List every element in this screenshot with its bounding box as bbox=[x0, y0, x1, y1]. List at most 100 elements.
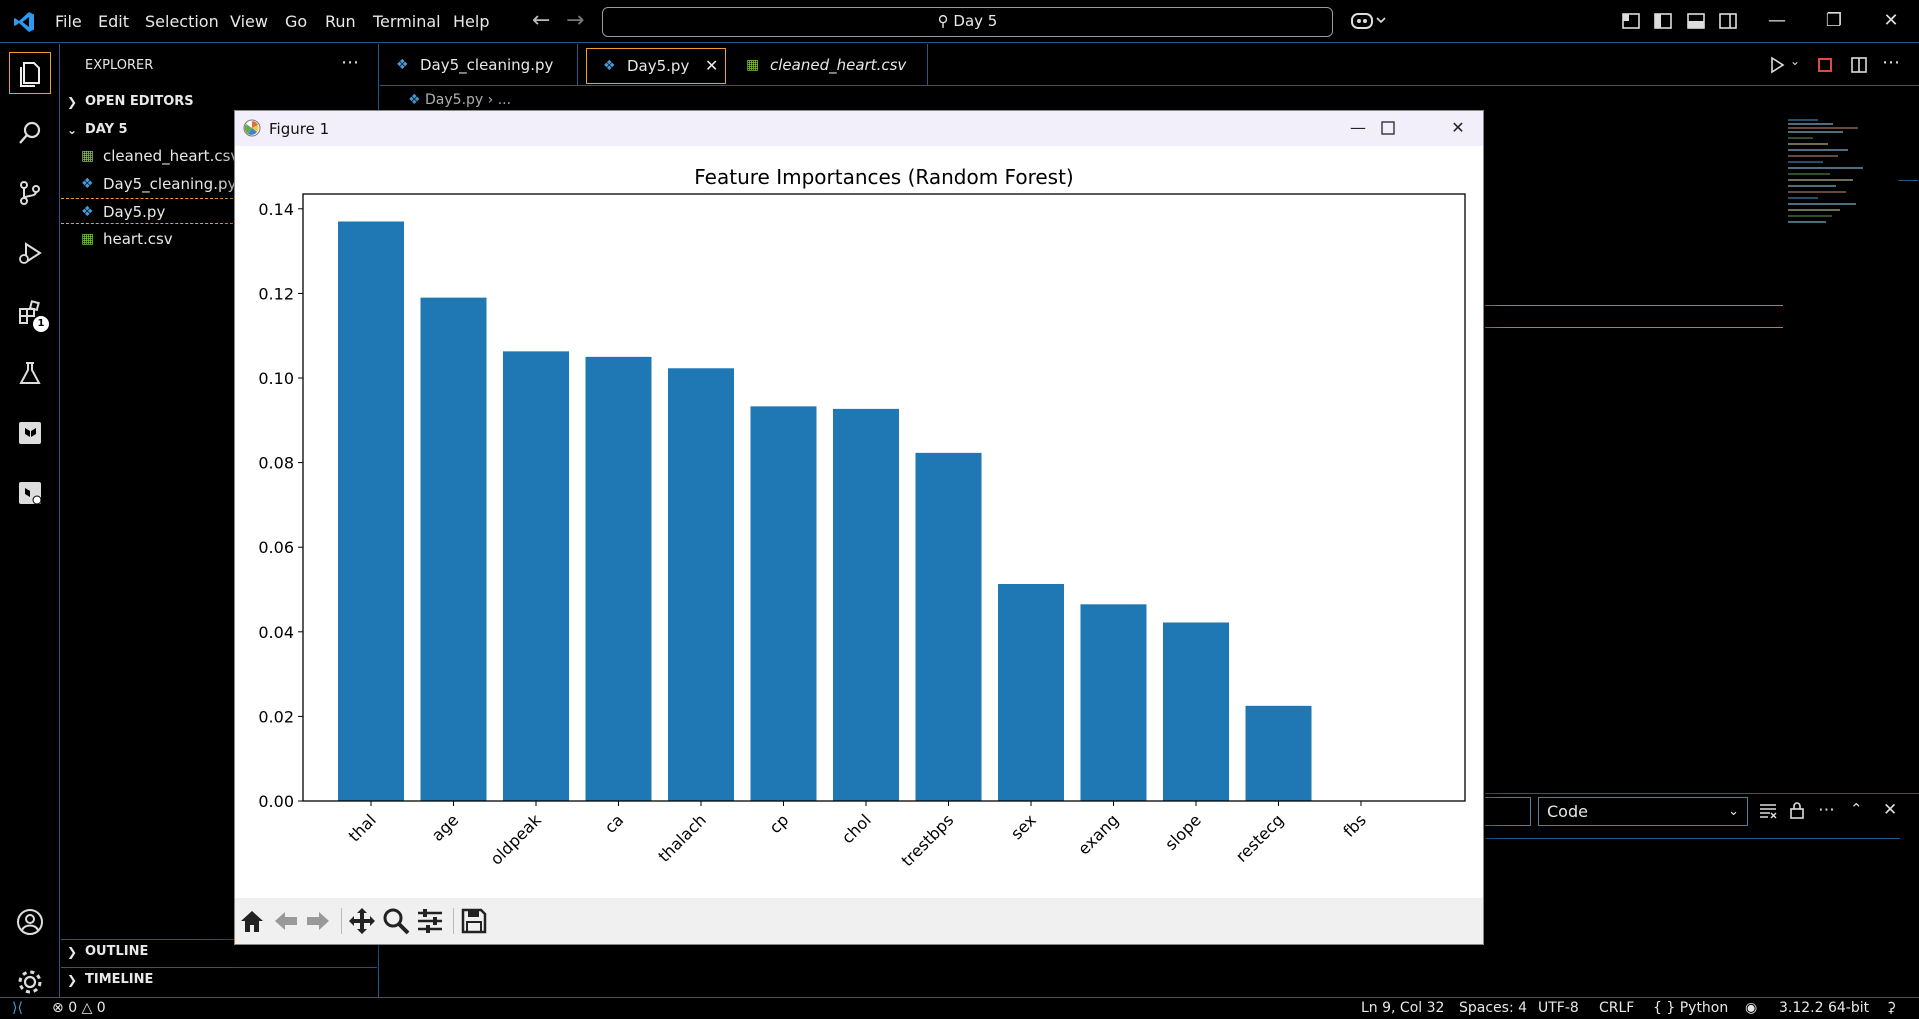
encoding[interactable]: UTF-8 bbox=[1538, 1000, 1579, 1016]
settings-gear-icon[interactable] bbox=[9, 961, 51, 1003]
section-timeline[interactable]: ❯ TIMELINE bbox=[61, 967, 377, 991]
maximize-panel-icon[interactable]: ⌃ bbox=[1850, 800, 1863, 818]
minimap[interactable] bbox=[1788, 118, 1878, 228]
more-actions-icon[interactable]: ⋯ bbox=[341, 52, 359, 73]
toggle-secondary-sidebar-icon[interactable] bbox=[1718, 11, 1738, 31]
menu-edit[interactable]: Edit bbox=[98, 12, 129, 31]
terraform-icon[interactable] bbox=[9, 412, 51, 454]
python-file-icon: ❖ bbox=[81, 204, 94, 220]
search-icon[interactable] bbox=[9, 112, 51, 154]
end-of-line[interactable]: CRLF bbox=[1599, 1000, 1635, 1016]
configure-subplots-icon[interactable] bbox=[415, 906, 445, 936]
section-folder-day5[interactable]: ⌄ DAY 5 bbox=[61, 118, 377, 142]
menu-run[interactable]: Run bbox=[325, 12, 356, 31]
testing-flask-icon[interactable] bbox=[9, 352, 51, 394]
maximize-icon[interactable] bbox=[1381, 121, 1395, 135]
tab-day5-py[interactable]: ❖ Day5.py ✕ bbox=[586, 48, 726, 84]
file-day5-cleaning-py[interactable]: ❖ Day5_cleaning.py bbox=[61, 171, 377, 197]
x-tick-label: exang bbox=[1074, 810, 1122, 858]
explorer-title: EXPLORER bbox=[85, 58, 154, 73]
copilot-icon[interactable] bbox=[1350, 10, 1388, 32]
home-icon[interactable] bbox=[237, 906, 267, 936]
remote-indicator-icon[interactable]: ⟩⟨ bbox=[12, 1000, 23, 1016]
copilot-status-icon[interactable]: ◉ bbox=[1745, 1000, 1758, 1016]
menu-go[interactable]: Go bbox=[285, 12, 308, 31]
chart-canvas: Feature Importances (Random Forest) 0.00… bbox=[258, 165, 1466, 870]
run-python-file-icon[interactable] bbox=[1768, 56, 1786, 74]
figure-toolbar bbox=[235, 898, 1483, 944]
restore-icon[interactable]: ❐ bbox=[1825, 10, 1843, 31]
bar-ca bbox=[585, 356, 652, 801]
bar-thal bbox=[338, 221, 404, 802]
close-panel-icon[interactable]: ✕ bbox=[1883, 800, 1898, 820]
bar-age bbox=[420, 297, 487, 801]
x-tick-label: fbs bbox=[1339, 810, 1369, 840]
customize-layout-icon[interactable] bbox=[1621, 11, 1641, 31]
toggle-panel-icon[interactable] bbox=[1686, 11, 1706, 31]
split-editor-icon[interactable] bbox=[1850, 56, 1868, 74]
tab-cleaned-heart-csv[interactable]: ▦ cleaned_heart.csv bbox=[730, 44, 928, 86]
x-tick-label: oldpeak bbox=[487, 810, 546, 869]
file-cleaned-heart-csv[interactable]: ▦ cleaned_heart.csv bbox=[61, 143, 377, 169]
lock-icon[interactable] bbox=[1788, 800, 1806, 820]
bars bbox=[338, 221, 1312, 802]
stop-icon[interactable] bbox=[1816, 56, 1834, 74]
close-icon[interactable]: ✕ bbox=[1451, 118, 1465, 137]
panel-output-select[interactable]: Code ⌄ bbox=[1538, 797, 1748, 826]
y-tick-label: 0.08 bbox=[258, 454, 294, 473]
bar-restecg bbox=[1245, 705, 1312, 801]
remote-explorer-icon[interactable] bbox=[9, 472, 51, 514]
section-outline[interactable]: ❯ OUTLINE bbox=[61, 939, 377, 963]
source-control-icon[interactable] bbox=[9, 172, 51, 214]
file-day5-py[interactable]: ❖ Day5.py bbox=[61, 198, 377, 224]
account-icon[interactable] bbox=[9, 901, 51, 943]
zoom-icon[interactable] bbox=[381, 906, 411, 936]
forward-arrow-icon[interactable]: → bbox=[566, 8, 585, 33]
pan-icon[interactable] bbox=[347, 906, 377, 936]
explorer-icon[interactable] bbox=[9, 52, 51, 94]
menu-help[interactable]: Help bbox=[453, 12, 490, 31]
back-arrow-icon[interactable]: ← bbox=[532, 8, 551, 33]
minimize-icon[interactable]: — bbox=[1768, 10, 1786, 31]
clear-output-icon[interactable] bbox=[1758, 801, 1778, 821]
title-bar: File Edit Selection View Go Run Terminal… bbox=[0, 0, 1919, 43]
run-debug-icon[interactable] bbox=[9, 232, 51, 274]
y-tick-label: 0.14 bbox=[258, 200, 294, 219]
back-icon[interactable] bbox=[271, 906, 301, 936]
search-icon: ⚲ bbox=[937, 12, 949, 30]
indentation[interactable]: Spaces: 4 bbox=[1459, 1000, 1528, 1016]
breadcrumb-file[interactable]: Day5.py bbox=[425, 92, 484, 108]
minimize-icon[interactable]: — bbox=[1350, 118, 1366, 137]
more-actions-icon[interactable]: ⋯ bbox=[1818, 800, 1835, 820]
menu-selection[interactable]: Selection bbox=[145, 12, 219, 31]
figure-title-bar[interactable]: Figure 1 — ✕ bbox=[235, 111, 1483, 146]
toggle-primary-sidebar-icon[interactable] bbox=[1653, 11, 1673, 31]
problems-indicator[interactable]: ⊗ 0 △ 0 bbox=[52, 1000, 106, 1016]
more-actions-icon[interactable]: ⋯ bbox=[1882, 52, 1900, 73]
x-tick-label: sex bbox=[1007, 810, 1040, 843]
python-interpreter[interactable]: 3.12.2 64-bit bbox=[1779, 1000, 1870, 1016]
cursor-position[interactable]: Ln 9, Col 32 bbox=[1361, 1000, 1445, 1016]
panel-border bbox=[1485, 793, 1919, 794]
breadcrumb: ❖ Day5.py › ... bbox=[408, 92, 511, 108]
section-open-editors[interactable]: ❯ OPEN EDITORS bbox=[61, 90, 377, 114]
menu-file[interactable]: File bbox=[55, 12, 82, 31]
extensions-icon[interactable]: 1 bbox=[9, 292, 51, 334]
forward-icon[interactable] bbox=[303, 906, 333, 936]
file-heart-csv[interactable]: ▦ heart.csv bbox=[61, 226, 377, 252]
menu-view[interactable]: View bbox=[230, 12, 268, 31]
run-dropdown-chevron-icon[interactable]: ⌄ bbox=[1790, 54, 1801, 68]
chart-title: Feature Importances (Random Forest) bbox=[694, 165, 1073, 189]
tab-day5-cleaning-py[interactable]: ❖ Day5_cleaning.py bbox=[380, 44, 578, 86]
command-center-search[interactable]: ⚲ Day 5 bbox=[602, 7, 1333, 37]
notifications-bell-icon[interactable]: ⚳ bbox=[1886, 1000, 1897, 1016]
error-icon: ⊗ bbox=[52, 1000, 64, 1016]
close-window-icon[interactable]: ✕ bbox=[1883, 10, 1899, 31]
close-tab-icon[interactable]: ✕ bbox=[705, 56, 719, 75]
python-file-icon: ❖ bbox=[81, 176, 94, 192]
menu-terminal[interactable]: Terminal bbox=[373, 12, 441, 31]
language-mode[interactable]: { } Python bbox=[1653, 1000, 1729, 1016]
panel-filter-input[interactable] bbox=[1485, 797, 1531, 826]
save-icon[interactable] bbox=[459, 906, 489, 936]
breadcrumb-symbol[interactable]: ... bbox=[497, 92, 512, 108]
